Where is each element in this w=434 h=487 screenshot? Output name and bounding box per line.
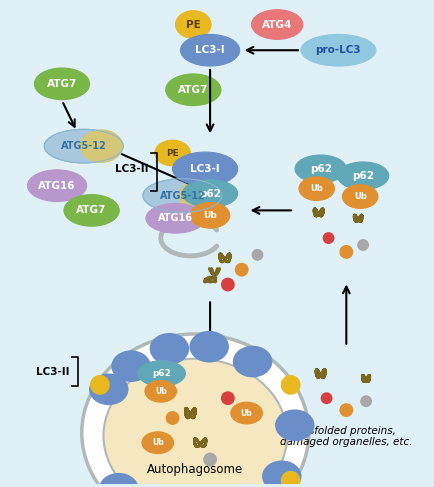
Circle shape bbox=[90, 375, 110, 395]
Circle shape bbox=[235, 263, 249, 277]
Ellipse shape bbox=[275, 410, 315, 441]
Circle shape bbox=[357, 239, 369, 251]
Ellipse shape bbox=[80, 130, 123, 163]
Ellipse shape bbox=[138, 361, 185, 386]
Text: Ub: Ub bbox=[241, 409, 253, 417]
Text: ATG16: ATG16 bbox=[158, 213, 193, 224]
Ellipse shape bbox=[191, 203, 230, 228]
Ellipse shape bbox=[175, 11, 211, 38]
Ellipse shape bbox=[190, 331, 229, 362]
Text: LC3-I: LC3-I bbox=[195, 45, 225, 55]
Ellipse shape bbox=[27, 170, 87, 202]
Text: ATG7: ATG7 bbox=[47, 79, 77, 89]
Text: Ub: Ub bbox=[152, 438, 164, 447]
Text: LC3-II: LC3-II bbox=[36, 367, 70, 376]
Ellipse shape bbox=[231, 402, 263, 424]
Circle shape bbox=[281, 471, 300, 487]
Circle shape bbox=[203, 452, 217, 467]
Ellipse shape bbox=[295, 155, 346, 183]
Text: Ub: Ub bbox=[310, 184, 323, 193]
Ellipse shape bbox=[252, 10, 303, 39]
Text: ATG5-12: ATG5-12 bbox=[160, 190, 205, 201]
Text: ATG7: ATG7 bbox=[76, 206, 107, 215]
Circle shape bbox=[360, 395, 372, 407]
Text: p62: p62 bbox=[352, 171, 374, 181]
Circle shape bbox=[281, 375, 300, 395]
Ellipse shape bbox=[233, 346, 272, 377]
Text: LC3-I: LC3-I bbox=[191, 164, 220, 174]
Ellipse shape bbox=[89, 374, 128, 405]
Ellipse shape bbox=[34, 68, 90, 100]
Ellipse shape bbox=[103, 358, 287, 487]
Text: Autophagosome: Autophagosome bbox=[147, 463, 243, 476]
Circle shape bbox=[339, 245, 353, 259]
Ellipse shape bbox=[299, 177, 335, 201]
Ellipse shape bbox=[338, 162, 389, 189]
Text: p62: p62 bbox=[199, 188, 221, 199]
Ellipse shape bbox=[178, 179, 222, 212]
Ellipse shape bbox=[150, 333, 189, 365]
Circle shape bbox=[166, 411, 180, 425]
Ellipse shape bbox=[173, 152, 238, 186]
Ellipse shape bbox=[82, 334, 309, 487]
Circle shape bbox=[221, 391, 235, 405]
Text: p62: p62 bbox=[152, 369, 171, 378]
Circle shape bbox=[339, 403, 353, 417]
Circle shape bbox=[321, 393, 332, 404]
Text: PE: PE bbox=[166, 149, 179, 157]
Text: Misfolded proteins,
damaged organelles, etc.: Misfolded proteins, damaged organelles, … bbox=[280, 426, 413, 448]
Ellipse shape bbox=[64, 195, 119, 226]
Ellipse shape bbox=[99, 473, 138, 487]
Ellipse shape bbox=[342, 185, 378, 208]
Text: pro-LC3: pro-LC3 bbox=[316, 45, 361, 55]
Text: PE: PE bbox=[186, 19, 201, 30]
Ellipse shape bbox=[166, 74, 221, 106]
Text: Ub: Ub bbox=[203, 211, 217, 220]
Ellipse shape bbox=[262, 461, 302, 487]
Ellipse shape bbox=[301, 35, 376, 66]
Ellipse shape bbox=[142, 432, 174, 453]
Ellipse shape bbox=[111, 350, 151, 382]
Text: ATG16: ATG16 bbox=[38, 181, 76, 191]
Ellipse shape bbox=[146, 204, 205, 233]
Text: ATG4: ATG4 bbox=[262, 19, 293, 30]
Ellipse shape bbox=[143, 179, 222, 212]
Circle shape bbox=[252, 249, 263, 261]
Circle shape bbox=[322, 232, 335, 244]
Text: ATG5-12: ATG5-12 bbox=[61, 141, 107, 151]
Ellipse shape bbox=[44, 130, 123, 163]
Text: LC3-II: LC3-II bbox=[115, 164, 149, 174]
Ellipse shape bbox=[182, 180, 238, 207]
Text: ATG7: ATG7 bbox=[178, 85, 208, 95]
Ellipse shape bbox=[145, 380, 177, 402]
Text: p62: p62 bbox=[309, 164, 332, 174]
Circle shape bbox=[221, 278, 235, 291]
Text: Ub: Ub bbox=[155, 387, 167, 396]
Ellipse shape bbox=[181, 35, 240, 66]
Ellipse shape bbox=[155, 140, 191, 166]
Text: Ub: Ub bbox=[354, 192, 367, 201]
